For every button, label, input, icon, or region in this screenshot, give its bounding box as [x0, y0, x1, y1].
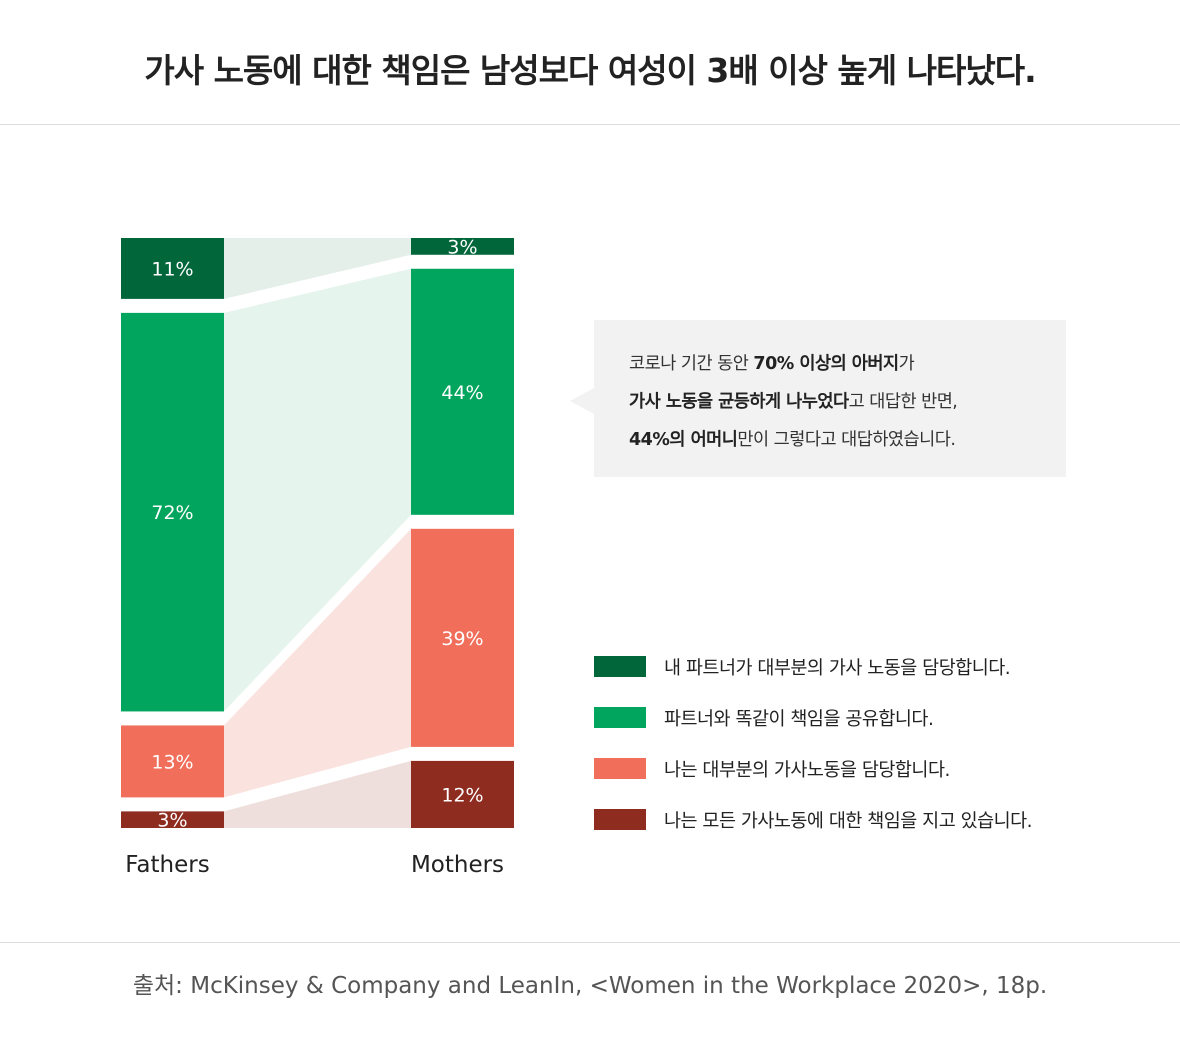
- callout-line-3: 44%의 어머니만이 그렇다고 대답하였습니다.: [629, 421, 1046, 459]
- callout-line-1: 코로나 기간 동안 70% 이상의 아버지가: [629, 345, 1046, 383]
- flow-band: [224, 528, 411, 798]
- legend-swatch: [594, 656, 646, 677]
- bar-segment: [121, 811, 224, 828]
- callout-text-segment: 가사 노동을 균등하게 나누었다: [629, 392, 849, 412]
- legend-item: 나는 대부분의 가사노동을 담당합니다.: [594, 756, 1154, 807]
- callout-box: 코로나 기간 동안 70% 이상의 아버지가 가사 노동을 균등하게 나누었다고…: [570, 320, 1066, 477]
- bar-segment: [121, 312, 224, 712]
- legend-label: 나는 대부분의 가사노동을 담당합니다.: [664, 760, 950, 781]
- callout-text-segment: 가: [898, 354, 915, 374]
- callout-line-2: 가사 노동을 균등하게 나누었다고 대답한 반면,: [629, 383, 1046, 421]
- bar-segment: [121, 238, 224, 299]
- flow-band: [224, 238, 411, 299]
- legend-label: 나는 모든 가사노동에 대한 책임을 지고 있습니다.: [664, 811, 1033, 832]
- bar-value-label: 12%: [441, 784, 483, 806]
- legend-label: 내 파트너가 대부분의 가사 노동을 담당합니다.: [664, 658, 1011, 679]
- legend-label: 파트너와 똑같이 책임을 공유합니다.: [664, 709, 934, 730]
- bar-value-label: 3%: [157, 810, 187, 832]
- callout-text-segment: 44%의 어머니: [629, 430, 738, 450]
- category-labels: Fathers Mothers: [125, 852, 504, 878]
- legend-swatch: [594, 707, 646, 728]
- source-note: 출처: McKinsey & Company and LeanIn, <Wome…: [132, 973, 1048, 999]
- bar-value-labels: 11% 72% 13% 3% 3% 44% 39% 12%: [151, 236, 483, 831]
- bar-value-label: 13%: [151, 751, 193, 773]
- bar-value-label: 39%: [441, 628, 483, 650]
- callout-text-segment: 만이 그렇다고 대답하였습니다.: [737, 430, 956, 450]
- callout-text-segment: 고 대답한 반면,: [848, 392, 958, 412]
- legend-item: 내 파트너가 대부분의 가사 노동을 담당합니다.: [594, 654, 1154, 705]
- chart-legend: 내 파트너가 대부분의 가사 노동을 담당합니다. 파트너와 똑같이 책임을 공유…: [594, 654, 1154, 858]
- legend-item: 나는 모든 가사노동에 대한 책임을 지고 있습니다.: [594, 807, 1154, 858]
- bar-segment: [411, 528, 514, 747]
- legend-swatch: [594, 809, 646, 830]
- bottom-divider: [0, 942, 1180, 943]
- category-label-mothers: Mothers: [411, 852, 504, 878]
- bar-segment: [121, 725, 224, 798]
- bar-value-label: 3%: [447, 236, 477, 258]
- top-divider: [0, 124, 1180, 125]
- legend-item: 파트너와 똑같이 책임을 공유합니다.: [594, 705, 1154, 756]
- bar-segment: [411, 760, 514, 828]
- callout-text-segment: 코로나 기간 동안: [629, 354, 754, 374]
- flow-bands: [224, 238, 411, 828]
- flow-band: [224, 760, 411, 828]
- chart-title: 가사 노동에 대한 책임은 남성보다 여성이 3배 이상 높게 나타났다.: [144, 51, 1036, 90]
- stacked-bars: [121, 238, 514, 828]
- category-label-fathers: Fathers: [125, 852, 209, 878]
- callout-text-segment: 70% 이상의 아버지: [753, 354, 899, 374]
- bar-value-label: 44%: [441, 382, 483, 404]
- bar-value-label: 11%: [151, 258, 193, 280]
- legend-swatch: [594, 758, 646, 779]
- bar-segment: [411, 238, 514, 255]
- flow-band: [224, 268, 411, 712]
- bar-segment: [411, 268, 514, 515]
- bar-value-label: 72%: [151, 502, 193, 524]
